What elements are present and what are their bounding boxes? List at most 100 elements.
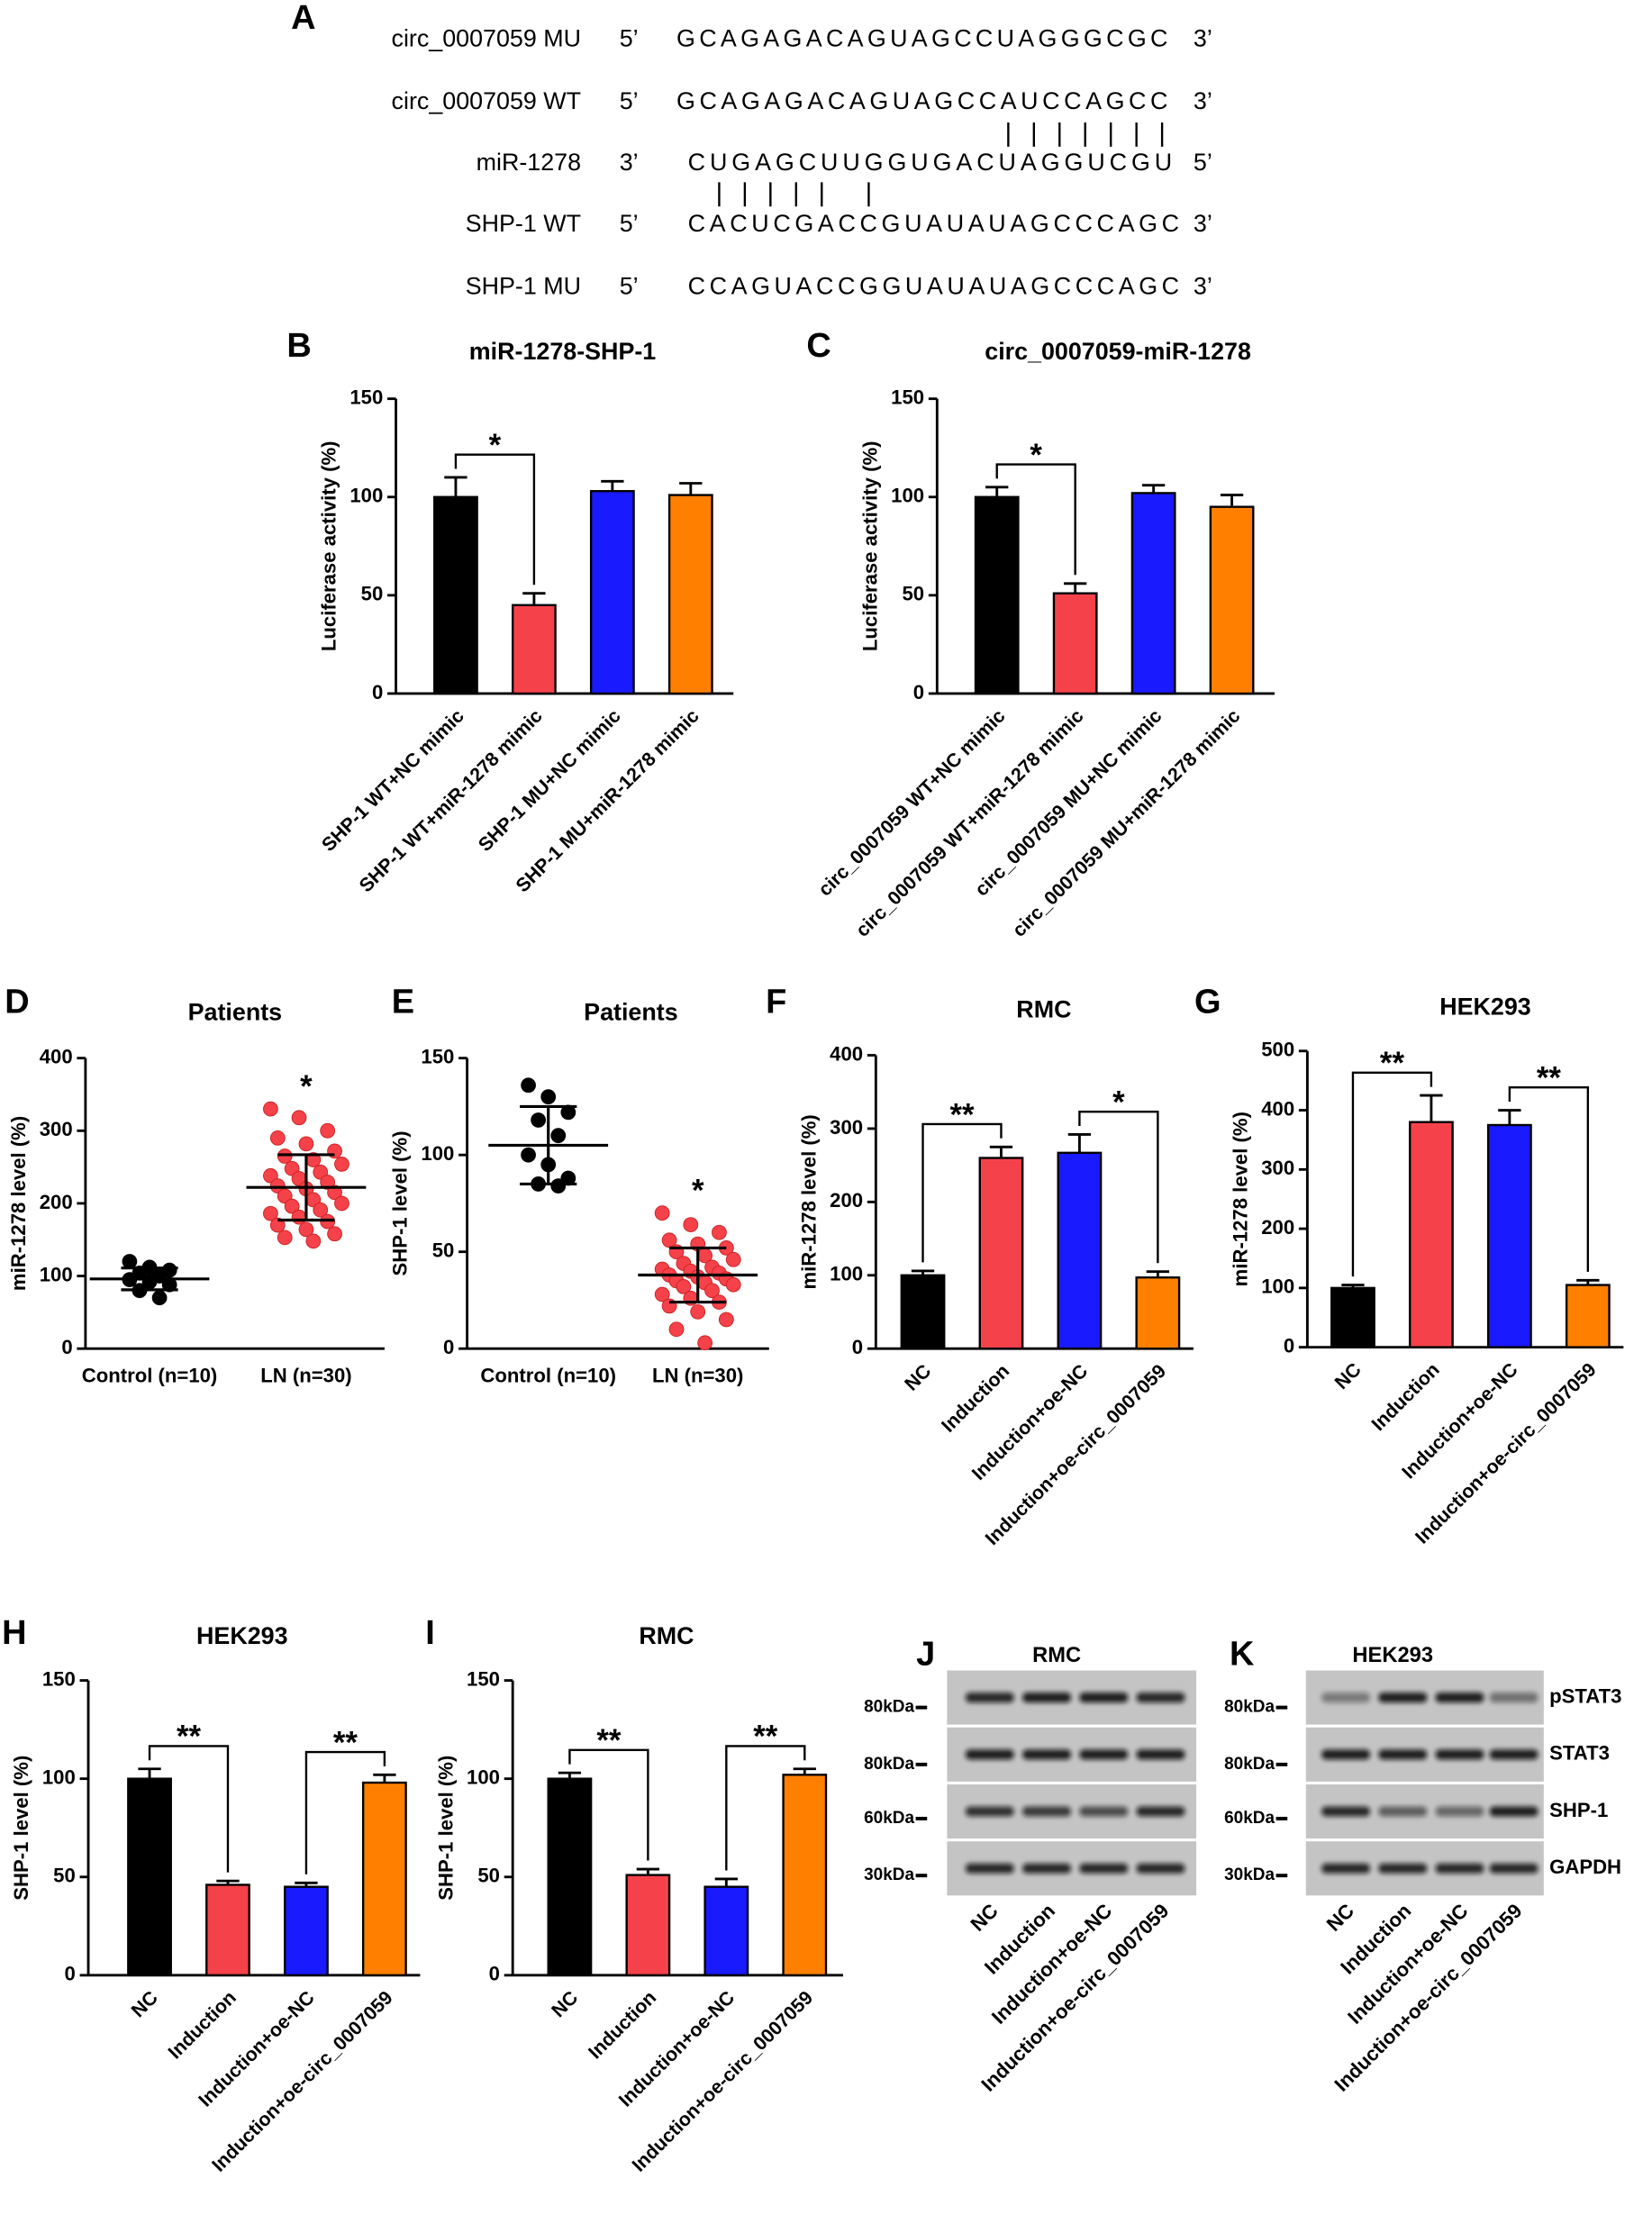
sequence-end: 3’: [1194, 210, 1212, 237]
sd-whisker: [520, 1104, 577, 1186]
y-tick-label: 150: [42, 1667, 76, 1690]
y-tick-label: 500: [1261, 1039, 1294, 1061]
significance-label: *: [300, 1070, 313, 1104]
sequence-label: SHP-1 WT: [466, 210, 581, 237]
data-point: [725, 1251, 741, 1267]
chart-title: miR-1278-SHP-1: [469, 338, 657, 365]
y-tick-label: 100: [42, 1766, 76, 1789]
protein-label: SHP-1: [1549, 1799, 1608, 1821]
significance-bracket: [1508, 1086, 1590, 1272]
data-point: [725, 1276, 741, 1293]
error-bar: [522, 592, 546, 605]
pairing-lines: [718, 122, 1164, 207]
sequence-end: 3’: [620, 149, 639, 176]
sequence-end: 5’: [1194, 149, 1212, 176]
data-point: [712, 1224, 727, 1240]
sequence: CUGAGCUUGGUGACUAGGUCGU: [688, 149, 1173, 176]
significance-label: *: [489, 429, 502, 463]
data-point: [277, 1148, 293, 1164]
marker-label: 80kDa: [864, 1755, 914, 1774]
y-tick-label: 50: [432, 1239, 455, 1262]
significance-bracket: [568, 1748, 649, 1861]
data-point: [540, 1089, 557, 1105]
blot-band: [1489, 1863, 1539, 1874]
significance-label: **: [1537, 1062, 1562, 1096]
sequence-label: SHP-1 MU: [466, 272, 581, 299]
sequence-end: 3’: [1194, 24, 1212, 51]
error-bar: [1341, 1284, 1365, 1288]
y-tick-label: 100: [421, 1142, 454, 1165]
y-tick-label: 100: [891, 485, 924, 507]
sd-whisker: [277, 1153, 335, 1222]
bar: [900, 1274, 946, 1350]
significance-label: **: [333, 1726, 359, 1760]
bar: [284, 1885, 329, 1977]
data-point: [291, 1209, 307, 1225]
y-tick-label: 400: [1261, 1097, 1294, 1120]
data-point: [531, 1112, 547, 1128]
error-bar: [1220, 494, 1244, 507]
bar: [1052, 592, 1098, 695]
sd-whisker: [669, 1246, 727, 1304]
sequence-end: 3’: [1194, 87, 1212, 114]
bar: [1565, 1284, 1611, 1348]
bar: [1409, 1121, 1454, 1348]
lane-label: NC: [967, 1900, 1003, 1936]
blot-band: [1378, 1863, 1428, 1874]
sequence-end: 5’: [620, 272, 639, 299]
blot-band: [1022, 1749, 1071, 1760]
data-point: [122, 1254, 138, 1269]
y-tick-label: 0: [65, 1963, 76, 1985]
panel-letter: A: [291, 0, 315, 37]
error-bar: [138, 1767, 161, 1779]
blot-band: [965, 1806, 1014, 1817]
x-tick-label: LN (n=30): [652, 1365, 743, 1387]
blot-band: [1378, 1749, 1428, 1760]
y-axis-label: Luciferase activity (%): [858, 440, 881, 651]
error-bar: [216, 1879, 240, 1885]
error-bar: [989, 1145, 1013, 1158]
x-tick-label: Induction: [1367, 1358, 1444, 1435]
y-tick-label: 100: [40, 1263, 73, 1285]
data-point: [550, 1128, 567, 1144]
blot-band: [1435, 1749, 1484, 1760]
y-tick-label: 200: [40, 1191, 73, 1213]
y-tick-label: 150: [891, 386, 924, 409]
y-tick-label: 400: [830, 1042, 863, 1065]
error-bar: [444, 476, 467, 497]
marker-label: 80kDa: [1224, 1755, 1275, 1774]
chart-title: Patients: [188, 999, 283, 1026]
sequence-end: 3’: [1194, 272, 1212, 299]
blot-band: [1435, 1863, 1484, 1874]
significance-bracket: [995, 463, 1076, 576]
bar: [978, 1157, 1024, 1350]
blot-band: [1321, 1806, 1370, 1817]
panel-letter: B: [286, 327, 311, 365]
y-tick-label: 300: [830, 1116, 863, 1139]
y-tick-label: 150: [421, 1046, 454, 1068]
data-point: [690, 1303, 706, 1320]
y-tick-label: 50: [361, 583, 384, 605]
x-tick-label: Induction: [164, 1987, 241, 2064]
sd-whisker: [121, 1266, 178, 1292]
significance-bracket: [725, 1745, 806, 1871]
error-bar: [1141, 484, 1166, 494]
sequence: CCAGUACCGGUAUAUAGCCCAGC: [688, 272, 1179, 299]
blot-band: [965, 1693, 1014, 1703]
data-point: [263, 1101, 278, 1117]
blot-band: [1136, 1693, 1185, 1703]
bar: [511, 604, 557, 695]
protein-label: pSTAT3: [1549, 1684, 1621, 1707]
sequence-end: 5’: [620, 24, 639, 51]
sequence-end: 5’: [620, 87, 639, 114]
y-tick-label: 50: [477, 1865, 500, 1887]
error-bar: [793, 1767, 816, 1775]
blot-band: [1079, 1749, 1129, 1760]
bar: [974, 495, 1020, 695]
x-tick-label: NC: [901, 1360, 936, 1395]
error-bar: [1576, 1278, 1600, 1285]
error-bar: [1067, 1133, 1092, 1153]
marker-label: 80kDa: [864, 1698, 914, 1717]
blot-band: [1136, 1863, 1185, 1874]
